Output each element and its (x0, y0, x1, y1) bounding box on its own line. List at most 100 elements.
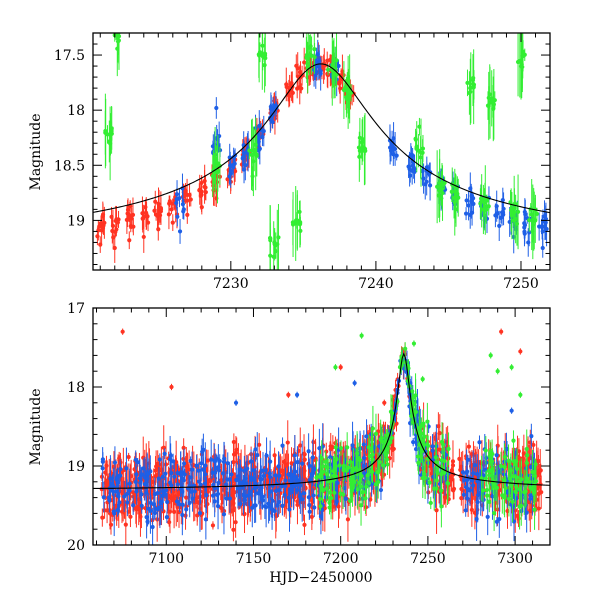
bottom-blue-point (464, 469, 470, 474)
bottom-red-point (128, 514, 133, 519)
top-blue-point (336, 63, 341, 69)
top-red-point (98, 242, 103, 247)
bottom-blue-point (411, 440, 416, 445)
bottom-green-point (366, 445, 371, 450)
top-red-point (141, 234, 146, 240)
top-blue-point (268, 116, 273, 121)
top-blue-point (469, 193, 474, 198)
bottom-blue-point (343, 496, 349, 501)
top-green-point (271, 254, 276, 259)
bottom-blue-point (269, 505, 274, 510)
bottom-red-point (99, 487, 104, 492)
bottom-green-point (318, 504, 323, 509)
bottom-blue-point (234, 477, 239, 483)
bottom-blue-point (497, 516, 502, 522)
bottom-green-point (410, 389, 415, 394)
bottom-green-point (388, 409, 394, 414)
bottom-blue-point (413, 447, 419, 452)
bottom-red-point (181, 445, 186, 450)
bottom-blue-point (118, 473, 123, 478)
top-green-point (294, 218, 299, 223)
bottom-red-point (123, 522, 128, 527)
bottom-red-point (231, 460, 236, 465)
bottom-red-point (457, 456, 462, 461)
bottom-blue-point (251, 468, 256, 473)
bottom-red-outlier-point (382, 400, 387, 405)
top-red-point (124, 217, 129, 222)
top-red-point (155, 213, 160, 218)
bottom-red-point (200, 494, 205, 499)
bottom-green-point (358, 457, 363, 463)
bottom-blue-point (295, 460, 300, 465)
top-green-point (250, 174, 255, 179)
bottom-blue-point (361, 442, 366, 447)
bottom-red-point (119, 509, 125, 514)
bottom-blue-point (361, 463, 366, 468)
bottom-blue-point (111, 509, 116, 514)
bottom-blue-point (172, 474, 177, 479)
top-red-point (167, 201, 172, 206)
bottom-blue-point (196, 479, 202, 484)
bottom-red-point (219, 506, 225, 511)
bottom-blue-point (364, 434, 369, 439)
top-green-point (290, 220, 295, 225)
top-blue-point (261, 128, 266, 134)
top-red-point (98, 221, 104, 226)
top-green-point (418, 155, 423, 160)
bottom-blue-point (224, 496, 229, 501)
bottom-blue-point (235, 486, 241, 491)
bottom-blue-point (194, 463, 199, 468)
top-red-point (302, 60, 307, 65)
bottom-green-point (327, 490, 333, 495)
bottom-blue-point (309, 474, 314, 479)
bottom-blue-point (292, 453, 297, 458)
top-red-point (166, 212, 172, 217)
bottom-red-point (181, 456, 186, 462)
top-blue-point (174, 197, 179, 202)
bottom-red-point (331, 504, 337, 509)
bottom-blue-point (227, 477, 232, 482)
bottom-blue-point (182, 472, 187, 477)
bottom-blue-point (242, 468, 247, 473)
bottom-blue-point (189, 489, 194, 494)
bottom-green-point (446, 446, 451, 451)
bottom-red-outlier-point (169, 384, 174, 390)
top-model-curve (93, 63, 550, 214)
bottom-blue-point (227, 496, 232, 501)
top-blue-point (468, 212, 473, 217)
top-blue-point (427, 183, 433, 188)
bottom-green-point (370, 457, 375, 462)
top-red-point (169, 207, 174, 212)
bottom-red-point (469, 507, 474, 512)
top-red-point (325, 71, 330, 76)
bottom-green-point (348, 459, 353, 465)
bottom-blue-point (225, 461, 230, 466)
bottom-green-point (489, 459, 495, 464)
bottom-red-point (210, 523, 216, 528)
top-blue-point (466, 203, 471, 208)
bottom-blue-point (122, 494, 127, 499)
top-green-point (307, 52, 312, 58)
bottom-green-point (360, 490, 365, 495)
top-green-point (103, 128, 108, 134)
bottom-blue-point (250, 505, 255, 510)
bottom-green-point (365, 472, 370, 478)
top-blue-point (177, 229, 183, 234)
top-green-point (511, 218, 516, 223)
bottom-green-point (485, 493, 490, 498)
bottom-green-point (385, 462, 390, 467)
top-green-point (260, 52, 265, 58)
top-green-point (417, 124, 422, 129)
bottom-blue-point (328, 454, 333, 460)
bottom-blue-point (124, 491, 130, 497)
bottom-blue-point (505, 490, 510, 495)
bottom-blue-point (131, 503, 136, 508)
bottom-blue-point (180, 502, 185, 507)
top-green-point (439, 196, 444, 201)
bottom-blue-point (255, 453, 260, 458)
top-green-point (414, 146, 419, 151)
top-green-point (359, 146, 364, 151)
bottom-red-point (285, 440, 290, 445)
bottom-red-point (117, 456, 122, 461)
